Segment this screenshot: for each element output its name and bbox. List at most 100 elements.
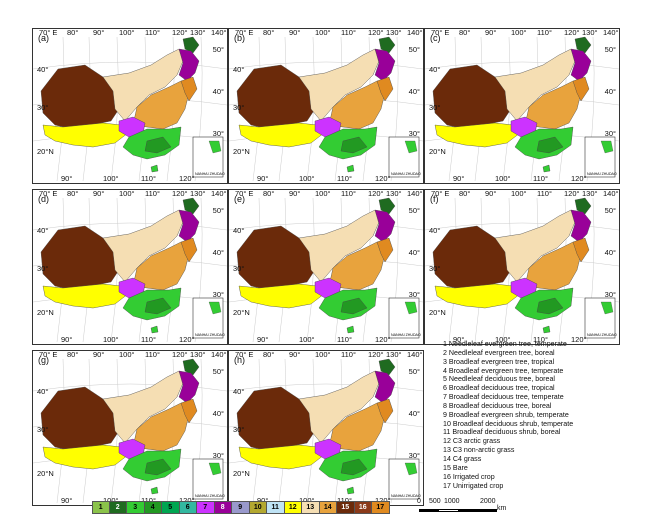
land-cover-region bbox=[494, 48, 576, 122]
land-cover-region bbox=[182, 36, 200, 54]
longitude-tick: 100° bbox=[119, 189, 135, 198]
latitude-tick: 30° bbox=[212, 129, 224, 138]
longitude-tick: 100° bbox=[299, 335, 315, 344]
inset-caption: NANHAI ZHUDAO bbox=[587, 333, 617, 337]
longitude-tick: 90° bbox=[257, 335, 269, 344]
color-swatch: 13 bbox=[302, 501, 320, 514]
latitude-tick: 20°N bbox=[37, 147, 54, 156]
longitude-tick: 120° bbox=[375, 174, 391, 183]
legend-item: 14 C4 grass bbox=[443, 454, 482, 463]
land-cover-region bbox=[182, 197, 200, 215]
latitude-tick: 30° bbox=[233, 425, 245, 434]
latitude-tick: 30° bbox=[429, 264, 441, 273]
longitude-tick: 100° bbox=[315, 28, 331, 37]
panel-label: (g) bbox=[38, 355, 49, 365]
legend-item: 1 Needleleaf evergreen tree, temperate bbox=[443, 340, 567, 348]
longitude-tick: 70° E bbox=[235, 350, 254, 359]
longitude-tick: 140° bbox=[407, 28, 423, 37]
map-panel: NANHAI ZHUDAO (c) 70° E 80° 90° 100° 110° 120° 1… bbox=[424, 28, 620, 184]
longitude-tick: 100° bbox=[103, 496, 119, 505]
longitude-tick: 70° E bbox=[235, 28, 254, 37]
land-cover-region bbox=[102, 209, 184, 283]
longitude-tick: 120° bbox=[571, 335, 587, 344]
land-cover-region bbox=[346, 164, 355, 173]
land-cover-region bbox=[298, 209, 380, 283]
latitude-tick: 50° bbox=[212, 45, 224, 54]
land-cover-region bbox=[102, 370, 184, 444]
latitude-tick: 50° bbox=[212, 367, 224, 376]
longitude-tick: 140° bbox=[211, 189, 227, 198]
longitude-tick: 100° bbox=[103, 174, 119, 183]
longitude-tick: 100° bbox=[315, 350, 331, 359]
inset-caption: NANHAI ZHUDAO bbox=[587, 172, 617, 176]
longitude-tick: 110° bbox=[141, 174, 156, 183]
longitude-tick: 110° bbox=[537, 189, 552, 198]
map-panel: NANHAI ZHUDAO (e) 70° E 80° 90° 100° 110° 120° 1… bbox=[228, 189, 424, 345]
longitude-tick: 130° bbox=[582, 28, 598, 37]
latitude-tick: 40° bbox=[429, 65, 441, 74]
longitude-tick: 130° bbox=[386, 189, 402, 198]
longitude-tick: 100° bbox=[119, 350, 135, 359]
map-panel: NANHAI ZHUDAO (h) 70° E 80° 90° 100° 110° 120° 1… bbox=[228, 350, 424, 506]
latitude-tick: 20°N bbox=[233, 308, 250, 317]
longitude-tick: 110° bbox=[141, 335, 156, 344]
land-cover-region bbox=[42, 283, 129, 309]
latitude-tick: 40° bbox=[37, 65, 49, 74]
longitude-tick: 90° bbox=[61, 496, 73, 505]
legend-item: 3 Broadleaf evergreen tree, tropical bbox=[443, 357, 555, 366]
land-cover-region bbox=[150, 486, 159, 495]
legend-item: 8 Broadleaf deciduous tree, boreal bbox=[443, 401, 552, 410]
legend-item: 13 C3 non-arctic grass bbox=[443, 446, 515, 455]
land-cover-map: NANHAI ZHUDAO bbox=[33, 358, 227, 504]
inset-caption: NANHAI ZHUDAO bbox=[195, 172, 225, 176]
longitude-tick: 90° bbox=[257, 174, 269, 183]
latitude-tick: 20°N bbox=[233, 469, 250, 478]
land-cover-region bbox=[144, 297, 172, 315]
longitude-tick: 70° E bbox=[39, 350, 58, 359]
longitude-tick: 120° bbox=[172, 350, 188, 359]
longitude-tick: 100° bbox=[511, 189, 527, 198]
longitude-tick: 70° E bbox=[431, 189, 450, 198]
longitude-tick: 130° bbox=[190, 28, 206, 37]
latitude-tick: 40° bbox=[604, 87, 616, 96]
longitude-tick: 100° bbox=[495, 174, 511, 183]
longitude-tick: 80° bbox=[459, 28, 471, 37]
land-cover-region bbox=[150, 325, 159, 334]
land-cover-region bbox=[378, 358, 396, 376]
color-swatch: 16 bbox=[354, 501, 372, 514]
longitude-tick: 80° bbox=[67, 28, 79, 37]
latitude-tick: 50° bbox=[408, 206, 420, 215]
land-cover-region bbox=[298, 48, 380, 122]
land-cover-region bbox=[574, 197, 592, 215]
scale-bar-graphic bbox=[419, 509, 497, 512]
land-cover-region bbox=[340, 458, 368, 476]
longitude-tick: 100° bbox=[315, 189, 331, 198]
land-cover-region bbox=[374, 370, 396, 404]
longitude-tick: 100° bbox=[119, 28, 135, 37]
scale-label: 0 bbox=[417, 498, 421, 505]
land-cover-map: NANHAI ZHUDAO bbox=[229, 36, 423, 182]
latitude-tick: 30° bbox=[408, 451, 420, 460]
latitude-tick: 30° bbox=[212, 451, 224, 460]
land-cover-region bbox=[374, 209, 396, 243]
latitude-tick: 40° bbox=[37, 226, 49, 235]
longitude-tick: 100° bbox=[299, 174, 315, 183]
longitude-tick: 140° bbox=[407, 189, 423, 198]
land-cover-region bbox=[570, 48, 592, 82]
land-cover-region bbox=[572, 237, 590, 263]
latitude-tick: 50° bbox=[408, 367, 420, 376]
latitude-tick: 40° bbox=[212, 248, 224, 257]
land-cover-region bbox=[150, 164, 159, 173]
longitude-tick: 90° bbox=[61, 174, 73, 183]
longitude-tick: 120° bbox=[368, 350, 384, 359]
land-cover-region bbox=[236, 64, 320, 130]
color-swatch: 4 bbox=[144, 501, 162, 514]
longitude-tick: 110° bbox=[145, 28, 160, 37]
panel-label: (c) bbox=[430, 33, 441, 43]
longitude-tick: 100° bbox=[299, 496, 315, 505]
land-cover-region bbox=[102, 48, 184, 122]
scale-label: 500 bbox=[429, 498, 441, 505]
latitude-tick: 50° bbox=[408, 45, 420, 54]
latitude-tick: 40° bbox=[408, 87, 420, 96]
longitude-tick: 120° bbox=[564, 28, 580, 37]
